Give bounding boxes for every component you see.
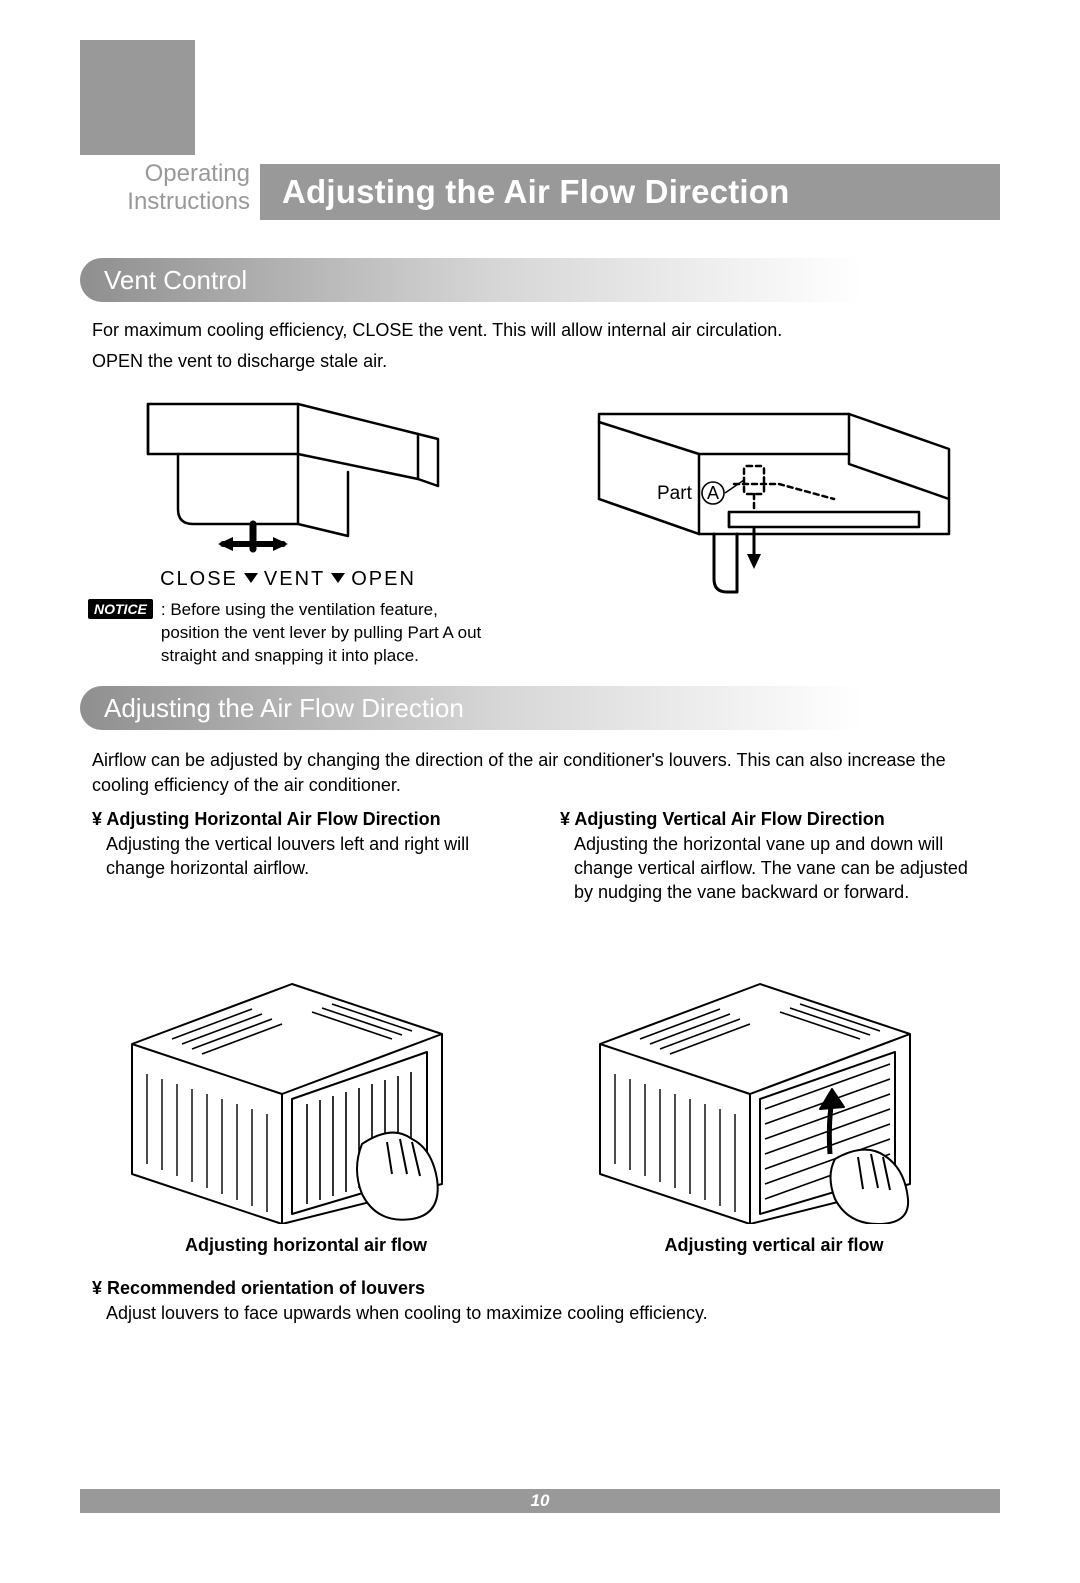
page-title: Adjusting the Air Flow Direction (282, 173, 790, 211)
column-horizontal: ¥ Adjusting Horizontal Air Flow Directio… (92, 809, 520, 905)
vert-body: Adjusting the horizontal vane up and dow… (574, 832, 988, 905)
subhead-airflow-text: Adjusting the Air Flow Direction (104, 693, 464, 724)
vent-para-1: For maximum cooling efficiency, CLOSE th… (92, 318, 1000, 343)
figure-part-a: Part A (538, 394, 1000, 668)
vert-head: ¥ Adjusting Vertical Air Flow Direction (560, 809, 988, 830)
section-label: Operating Instructions (80, 160, 250, 215)
section-line-2: Instructions (127, 188, 250, 215)
horiz-body: Adjusting the vertical louvers left and … (106, 832, 520, 881)
horiz-caption: Adjusting horizontal air flow (92, 1235, 520, 1256)
rec-head: ¥ Recommended orientation of louvers (92, 1278, 988, 1299)
vent-para-2: OPEN the vent to discharge stale air. (92, 349, 1000, 374)
horiz-head: ¥ Adjusting Horizontal Air Flow Directio… (92, 809, 520, 830)
column-vertical: ¥ Adjusting Vertical Air Flow Direction … (560, 809, 988, 905)
vent-close-open-label: CLOSE VENT OPEN (88, 568, 488, 591)
page-title-bar: Adjusting the Air Flow Direction (260, 164, 1000, 220)
header: Operating Instructions Adjusting the Air… (80, 40, 1000, 240)
subhead-vent-control: Vent Control (80, 258, 1000, 302)
close-label: CLOSE (160, 568, 238, 591)
section-line-1: Operating (145, 160, 250, 187)
page: Operating Instructions Adjusting the Air… (0, 0, 1080, 1583)
part-a-svg: Part A (579, 394, 959, 614)
vent-label: VENT (264, 568, 325, 591)
page-number: 10 (531, 1491, 550, 1510)
unit-horiz-svg (92, 924, 472, 1224)
figure-unit-vertical: Adjusting vertical air flow (560, 924, 988, 1256)
header-accent-square (80, 40, 195, 155)
part-a-text-label: Part (657, 483, 693, 504)
notice-text: : Before using the ventilation feature, … (161, 599, 488, 668)
svg-text:A: A (707, 483, 719, 503)
vent-figure-row: CLOSE VENT OPEN NOTICE : Before using th… (88, 394, 1000, 668)
rec-body: Adjust louvers to face upwards when cool… (106, 1301, 988, 1325)
vert-caption: Adjusting vertical air flow (560, 1235, 988, 1256)
airflow-intro: Airflow can be adjusted by changing the … (92, 748, 1000, 798)
triangle-icon (244, 573, 258, 583)
vent-lever-svg (118, 394, 458, 564)
subhead-vent-text: Vent Control (104, 265, 247, 296)
notice-row: NOTICE : Before using the ventilation fe… (88, 599, 488, 668)
open-label: OPEN (351, 568, 416, 591)
footer-page-bar: 10 (80, 1489, 1000, 1513)
triangle-icon (331, 573, 345, 583)
unit-figure-row: Adjusting horizontal air flow (92, 924, 988, 1256)
airflow-columns: ¥ Adjusting Horizontal Air Flow Directio… (92, 809, 988, 905)
unit-vert-svg (560, 924, 940, 1224)
subhead-airflow: Adjusting the Air Flow Direction (80, 686, 1000, 730)
figure-vent-lever: CLOSE VENT OPEN NOTICE : Before using th… (88, 394, 488, 668)
figure-unit-horizontal: Adjusting horizontal air flow (92, 924, 520, 1256)
notice-badge: NOTICE (88, 599, 153, 619)
recommended-block: ¥ Recommended orientation of louvers Adj… (92, 1278, 988, 1325)
